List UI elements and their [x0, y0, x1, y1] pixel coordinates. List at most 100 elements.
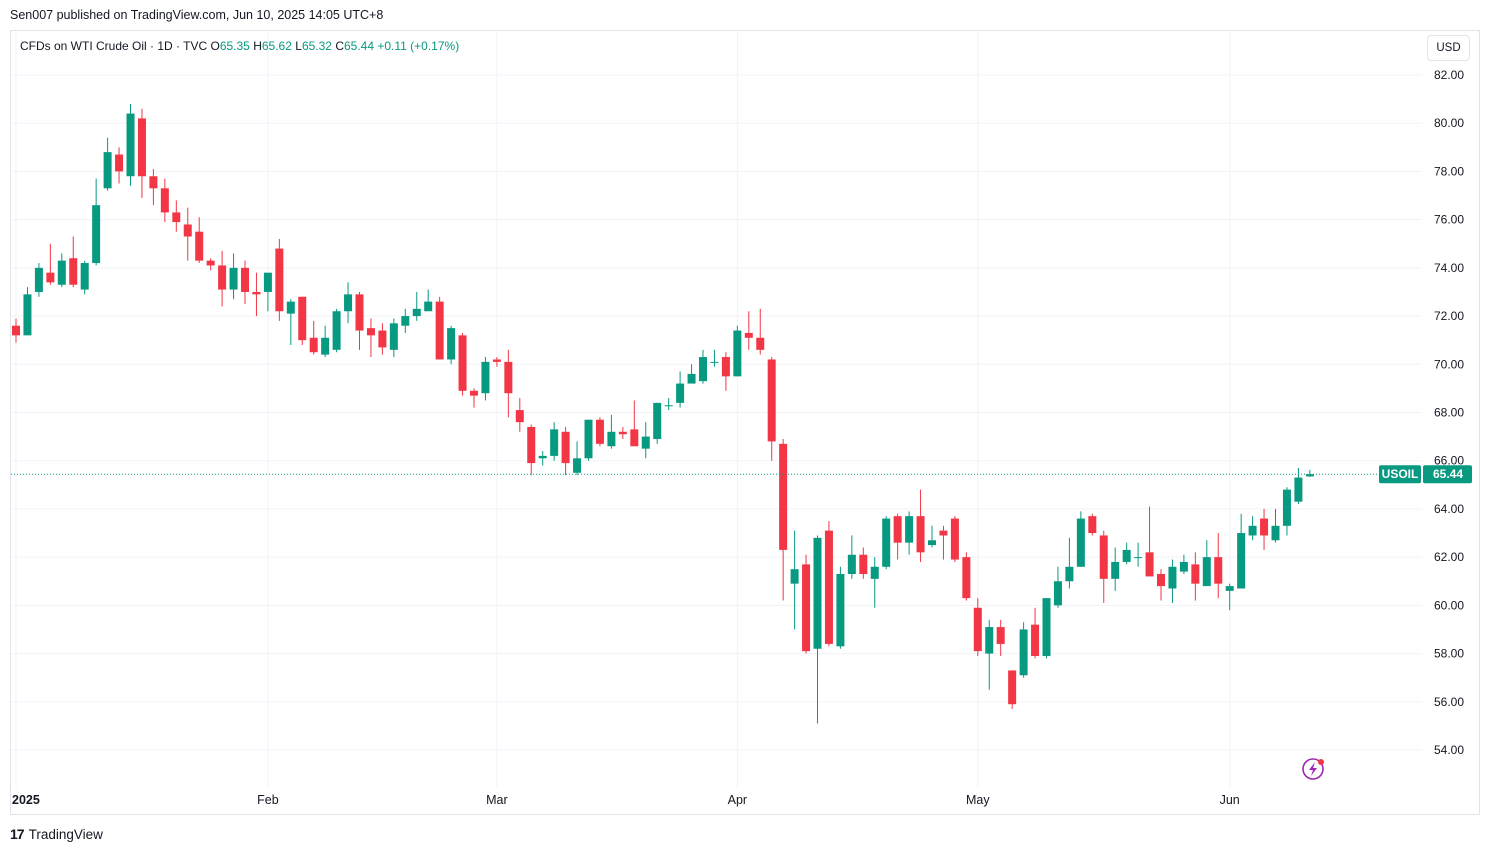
candle[interactable]	[744, 311, 753, 350]
candle[interactable]	[470, 388, 478, 408]
candle[interactable]	[893, 513, 902, 560]
candle[interactable]	[435, 296, 444, 360]
candle[interactable]	[653, 402, 662, 444]
candle[interactable]	[595, 417, 604, 447]
candle[interactable]	[1168, 559, 1177, 603]
candle[interactable]	[859, 547, 868, 579]
candle[interactable]	[939, 525, 948, 560]
candle[interactable]	[447, 325, 456, 365]
candle[interactable]	[401, 308, 410, 333]
candle[interactable]	[115, 147, 124, 184]
candle[interactable]	[962, 552, 971, 601]
candle[interactable]	[836, 566, 845, 649]
candle[interactable]	[424, 289, 433, 312]
candle[interactable]	[813, 535, 822, 724]
candle[interactable]	[1065, 537, 1074, 589]
candle[interactable]	[515, 398, 524, 432]
candle[interactable]	[607, 414, 616, 449]
candle[interactable]	[126, 103, 135, 186]
candle[interactable]	[882, 516, 891, 570]
candle[interactable]	[710, 349, 719, 367]
candle[interactable]	[504, 349, 513, 418]
candle[interactable]	[1214, 533, 1223, 599]
candle[interactable]	[458, 332, 467, 396]
candle[interactable]	[412, 291, 421, 321]
candle[interactable]	[218, 250, 227, 307]
candle[interactable]	[275, 238, 284, 321]
candle[interactable]	[389, 318, 398, 358]
candle[interactable]	[950, 516, 959, 562]
lightning-icon[interactable]	[1302, 758, 1324, 780]
candle[interactable]	[1019, 622, 1028, 678]
candle[interactable]	[103, 137, 112, 191]
candle[interactable]	[985, 619, 994, 690]
candle[interactable]	[847, 535, 856, 579]
candle[interactable]	[561, 426, 570, 476]
candle[interactable]	[195, 217, 204, 264]
candle[interactable]	[973, 598, 982, 656]
candle[interactable]	[779, 439, 788, 601]
candle[interactable]	[1294, 467, 1303, 505]
candle[interactable]	[229, 253, 238, 300]
candle[interactable]	[573, 441, 582, 476]
candle[interactable]	[733, 325, 742, 377]
candle[interactable]	[1202, 540, 1211, 587]
candle[interactable]	[1179, 554, 1188, 575]
candle[interactable]	[1111, 547, 1120, 591]
candle[interactable]	[584, 419, 593, 461]
candle[interactable]	[538, 451, 547, 466]
candle[interactable]	[481, 357, 490, 401]
candle[interactable]	[1145, 506, 1154, 577]
candle[interactable]	[1053, 566, 1062, 608]
candle[interactable]	[1076, 511, 1085, 567]
candle[interactable]	[1042, 598, 1051, 659]
candle[interactable]	[756, 308, 765, 355]
candle[interactable]	[527, 424, 536, 476]
candle[interactable]	[366, 318, 375, 358]
candle[interactable]	[80, 260, 89, 295]
candle[interactable]	[687, 364, 696, 384]
candle[interactable]	[252, 272, 261, 317]
footer-branding[interactable]: 17 TradingView	[10, 826, 103, 842]
candle[interactable]	[92, 178, 101, 266]
candle[interactable]	[378, 323, 387, 355]
candle[interactable]	[1008, 670, 1017, 710]
currency-button[interactable]: USD	[1427, 35, 1470, 61]
candle[interactable]	[824, 520, 833, 647]
candle[interactable]	[309, 320, 318, 355]
candle[interactable]	[57, 253, 66, 288]
candle[interactable]	[332, 308, 341, 353]
candle[interactable]	[790, 530, 799, 630]
candle[interactable]	[699, 349, 707, 384]
candle[interactable]	[1191, 552, 1200, 601]
candle[interactable]	[1237, 513, 1246, 589]
candle[interactable]	[34, 263, 43, 297]
candle[interactable]	[905, 511, 914, 555]
candle[interactable]	[172, 200, 181, 232]
candle[interactable]	[298, 296, 307, 345]
candle[interactable]	[767, 357, 776, 461]
candle[interactable]	[1225, 583, 1234, 611]
candle[interactable]	[137, 108, 146, 198]
candle[interactable]	[1031, 607, 1040, 659]
candle[interactable]	[1122, 542, 1131, 565]
candle[interactable]	[641, 422, 650, 459]
candle[interactable]	[928, 525, 936, 548]
candle[interactable]	[916, 489, 925, 562]
candle[interactable]	[1282, 487, 1291, 536]
candle[interactable]	[1260, 508, 1269, 550]
candle[interactable]	[550, 422, 559, 461]
candle[interactable]	[1271, 508, 1280, 543]
candle[interactable]	[321, 325, 330, 358]
candle[interactable]	[618, 426, 627, 440]
candle[interactable]	[996, 619, 1005, 656]
candle[interactable]	[1305, 469, 1314, 478]
candle[interactable]	[870, 557, 879, 608]
candle[interactable]	[1134, 542, 1143, 567]
candle[interactable]	[160, 178, 169, 223]
candle[interactable]	[630, 400, 639, 447]
candle[interactable]	[1088, 513, 1097, 536]
candle[interactable]	[492, 357, 501, 367]
candle[interactable]	[241, 260, 249, 305]
